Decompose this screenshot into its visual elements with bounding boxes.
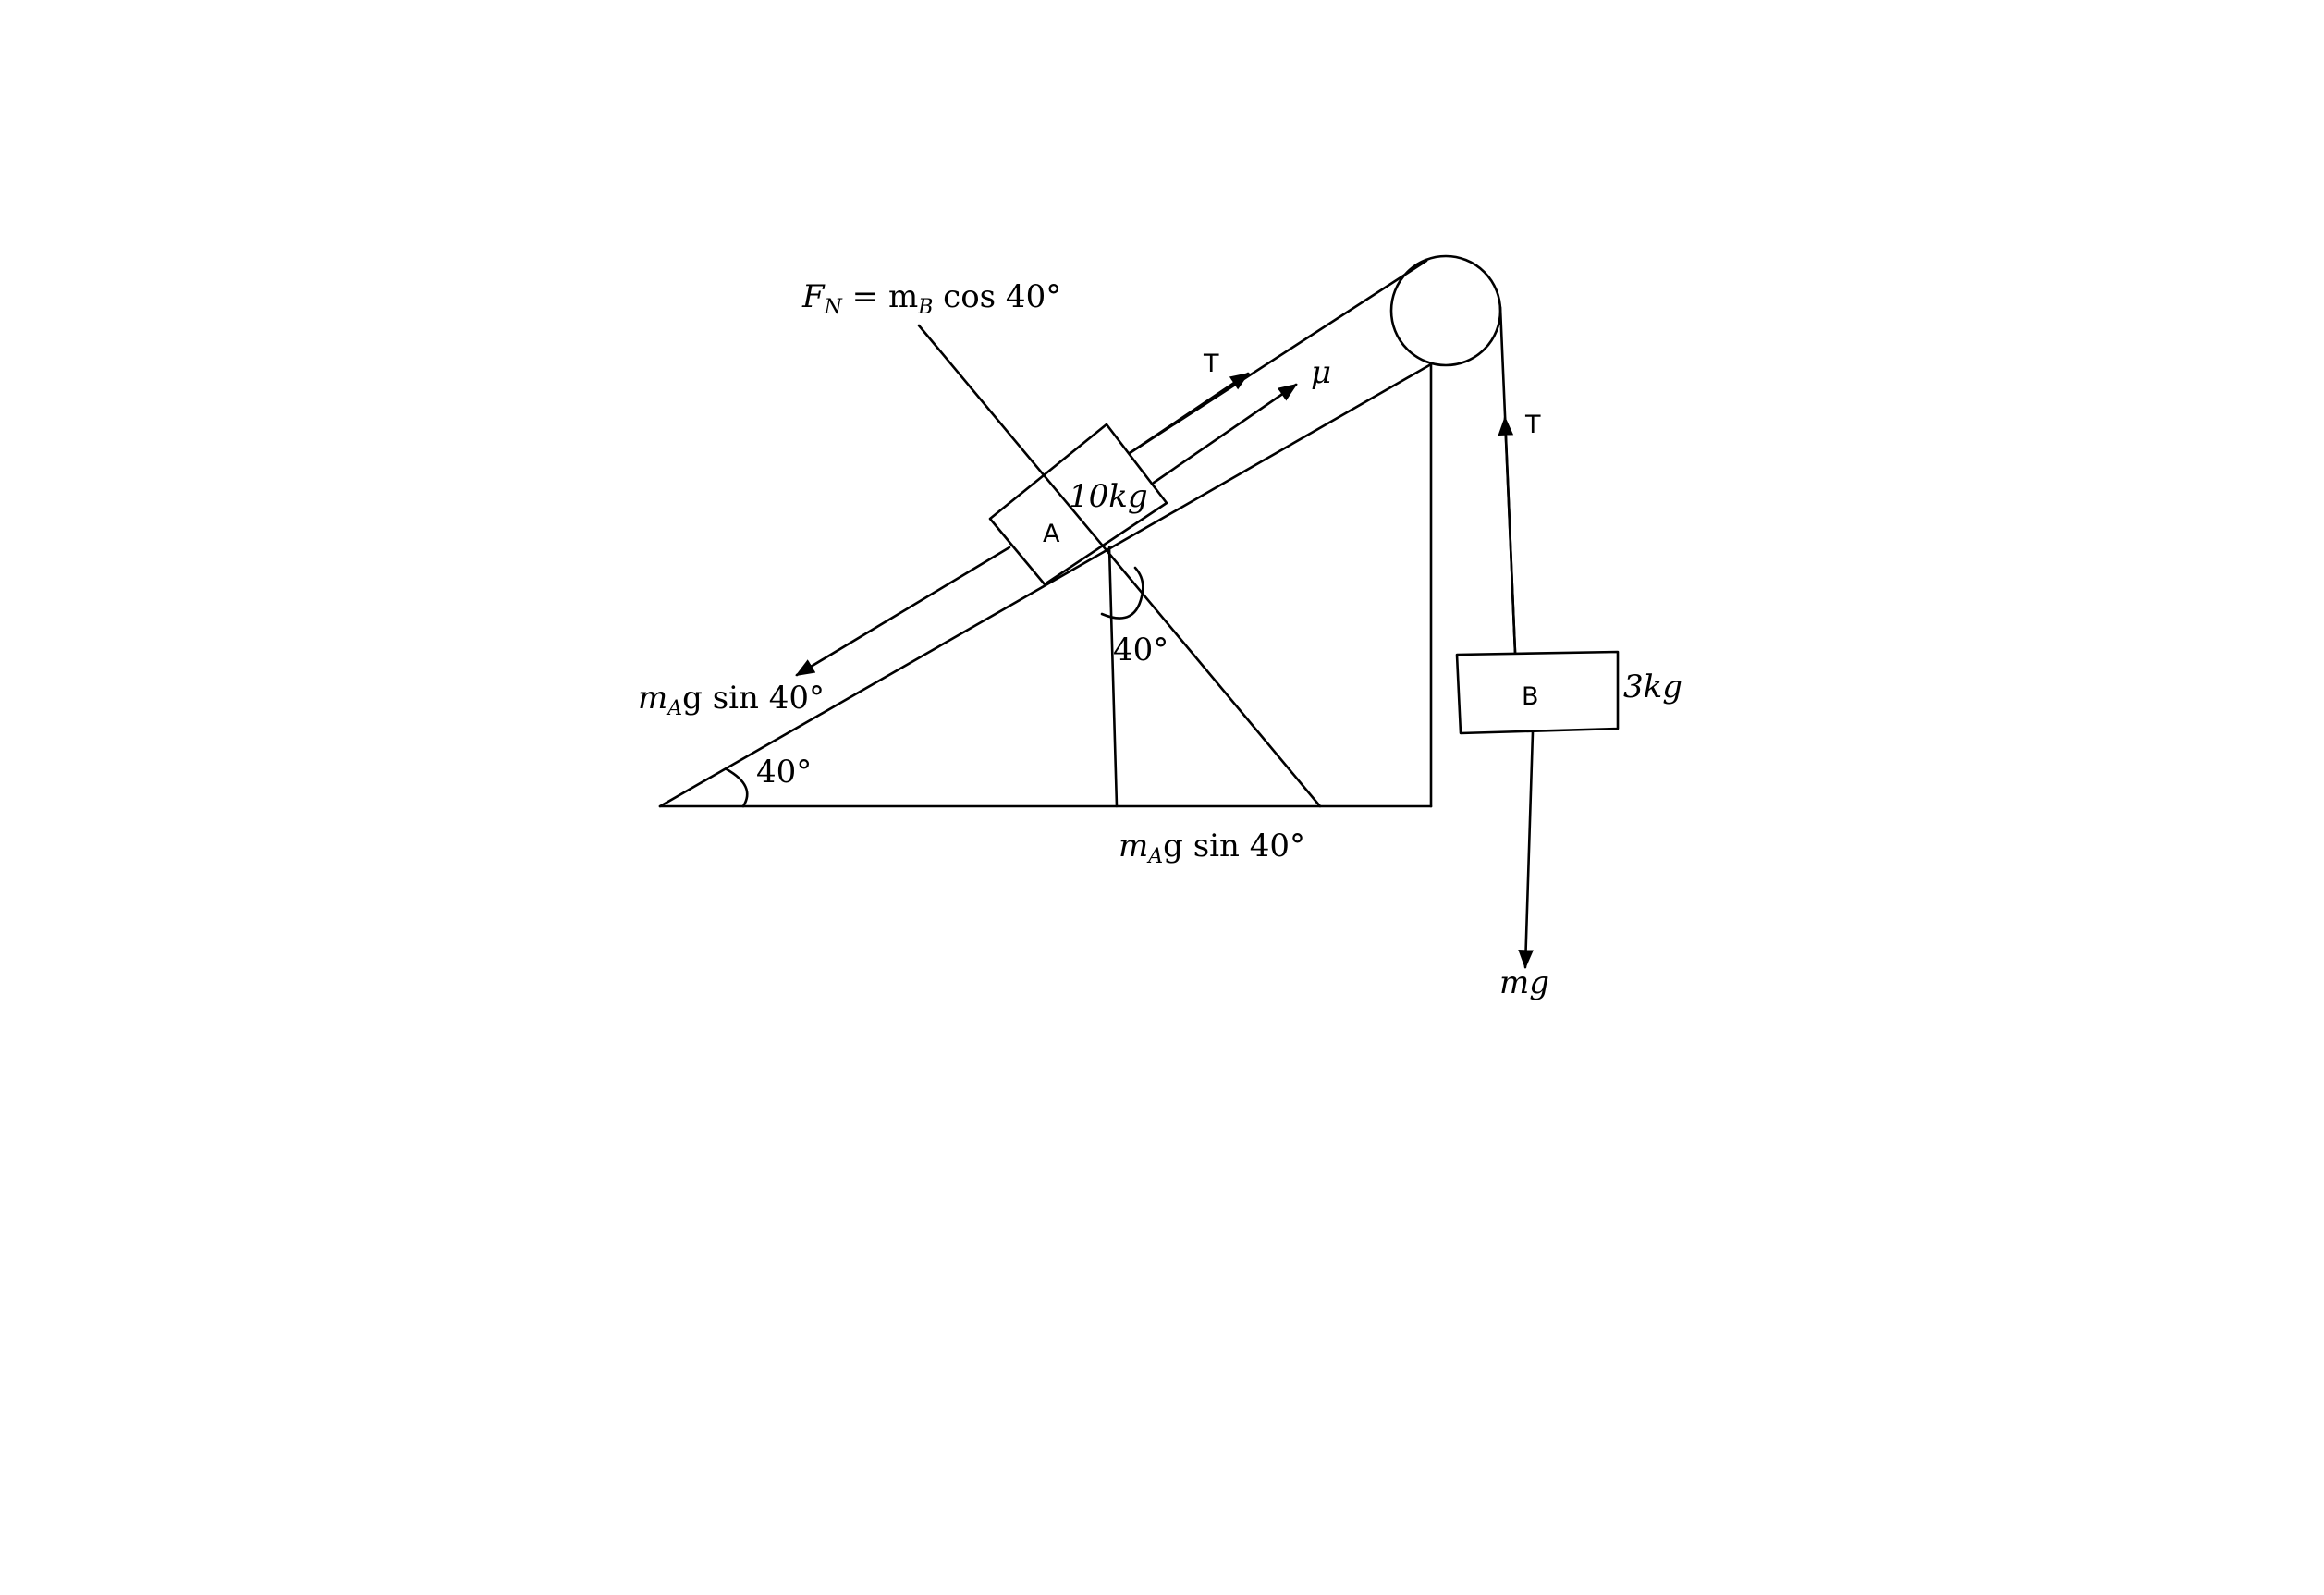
inner-angle-label: 40° bbox=[1113, 632, 1168, 669]
friction-arrow bbox=[1152, 383, 1298, 485]
incline-surface bbox=[658, 362, 1433, 808]
tension-a-label: T bbox=[1203, 350, 1219, 378]
block-a-label: A bbox=[1043, 520, 1060, 548]
tension-b-arrow bbox=[1498, 415, 1517, 655]
incline-triangle bbox=[658, 362, 1433, 808]
tension-b-label: T bbox=[1524, 411, 1541, 439]
vertical-drop-line bbox=[1107, 546, 1119, 808]
tension-a-arrow bbox=[1128, 372, 1250, 455]
inner-angle-arc bbox=[1100, 566, 1144, 620]
weight-b-arrow bbox=[1518, 730, 1535, 970]
weight-b-label: mg bbox=[1499, 964, 1549, 1001]
incline-angle-label: 40° bbox=[756, 754, 812, 791]
weight-component-incline-label: mAg sin 40° bbox=[638, 680, 825, 720]
block-b bbox=[1455, 650, 1620, 735]
normal-force-line bbox=[917, 324, 1322, 808]
weight-component-arrow bbox=[795, 546, 1011, 677]
block-b-mass: 3kg bbox=[1623, 669, 1682, 705]
incline-angle-arc bbox=[725, 767, 749, 808]
friction-label: μ bbox=[1311, 354, 1331, 391]
block-a-mass: 10kg bbox=[1069, 478, 1148, 515]
block-b-label: B bbox=[1522, 682, 1539, 711]
normal-force-label: FN = mB cos 40° bbox=[801, 278, 1061, 319]
weight-component-bottom-label: mAg sin 40° bbox=[1119, 828, 1305, 868]
block-a bbox=[988, 423, 1168, 586]
